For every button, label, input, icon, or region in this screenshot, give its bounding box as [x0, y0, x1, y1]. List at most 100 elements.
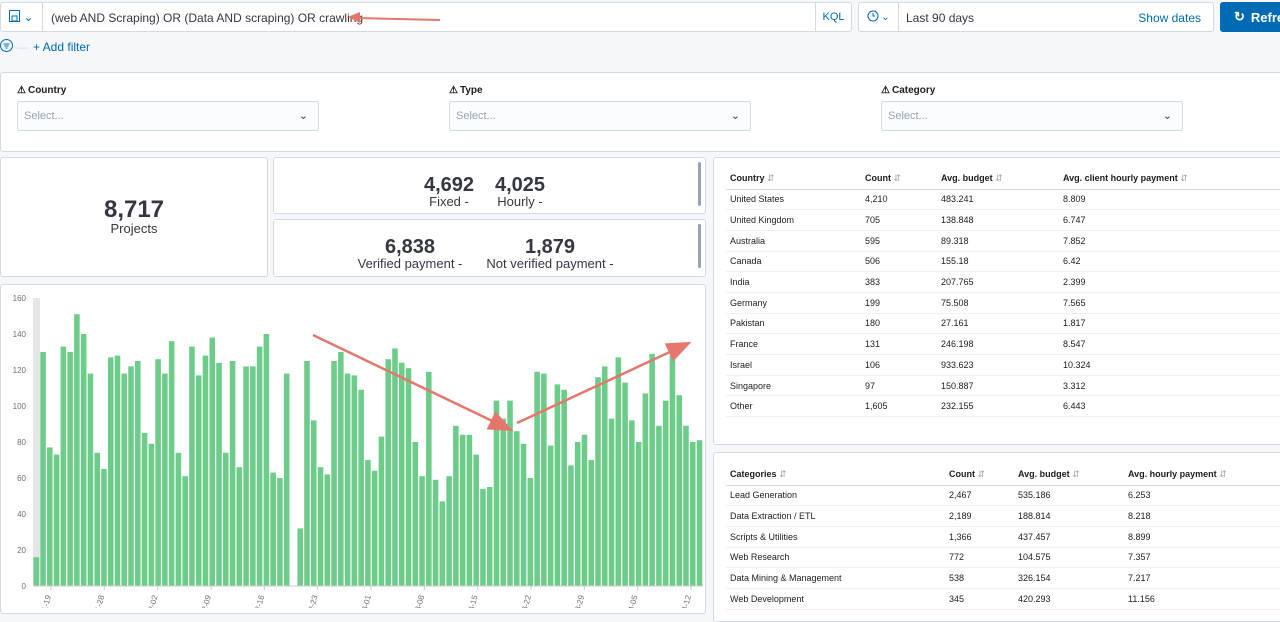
histogram-bar — [493, 400, 500, 586]
table-cell: 483.241 — [937, 189, 1059, 211]
table-row[interactable]: United States 4,210 483.241 8.809 — [726, 189, 1280, 211]
table-row[interactable]: Lead Generation 2,467 535.186 6.253 — [726, 485, 1280, 507]
time-picker[interactable]: ⌄ Last 90 days Show dates — [858, 2, 1214, 32]
show-dates-link[interactable]: Show dates — [1138, 11, 1201, 25]
histogram-bar — [80, 334, 87, 586]
refresh-button[interactable]: ↻ Refre — [1220, 2, 1280, 32]
histogram-bar — [74, 314, 80, 586]
column-header-count[interactable]: Count ⇵ — [945, 465, 1014, 486]
table-row[interactable]: Australia 595 89.318 7.852 — [726, 230, 1280, 252]
table-row[interactable]: United Kingdom 705 138.848 6.747 — [726, 209, 1280, 231]
histogram-bar — [40, 352, 46, 586]
histogram-bar — [168, 341, 175, 586]
column-header-count[interactable]: Count ⇵ — [861, 169, 937, 190]
histogram-bar — [520, 443, 527, 586]
histogram-bar — [642, 393, 649, 586]
histogram-bar — [615, 357, 622, 586]
filter-divider: — — [17, 40, 29, 54]
column-header-country[interactable]: Country ⇵ — [726, 169, 861, 190]
table-row[interactable]: Israel 106 933.623 10.324 — [726, 354, 1280, 376]
panel-scrollbar[interactable] — [698, 224, 701, 268]
histogram-bar — [473, 454, 479, 586]
histogram-bar — [162, 373, 168, 586]
histogram-bar — [243, 366, 249, 586]
table-row[interactable]: Other 1,605 232.155 6.443 — [726, 395, 1280, 418]
table-row[interactable]: Singapore 97 150.887 3.312 — [726, 375, 1280, 397]
table-cell: 10.324 — [1059, 354, 1280, 376]
column-header-avg-budget[interactable]: Avg. budget ⇵ — [1014, 465, 1124, 486]
column-header-avg-budget[interactable]: Avg. budget ⇵ — [937, 169, 1059, 190]
table-cell: 705 — [861, 209, 937, 231]
histogram-bar — [358, 389, 364, 586]
table-row[interactable]: Data Extraction / ETL 2,189 188.814 8.218 — [726, 505, 1280, 527]
projects-label: Projects — [110, 221, 158, 236]
filter-row: — + Add filter — [0, 38, 90, 56]
saved-query-menu[interactable]: ⌄ — [1, 3, 43, 31]
country-select[interactable]: Select... ⌄ — [17, 101, 319, 131]
table-cell: Canada — [726, 251, 861, 273]
time-range-label[interactable]: Last 90 days — [906, 11, 975, 25]
verified-metric: 6,838 Verified payment - — [354, 237, 466, 271]
y-tick-label: 20 — [17, 546, 26, 555]
search-query-input[interactable]: (web AND Scraping) OR (Data AND scraping… — [51, 11, 364, 25]
histogram-bar — [297, 528, 304, 586]
table-cell: 2,189 — [945, 505, 1014, 527]
quick-menu-button[interactable]: ⌄ — [859, 3, 899, 31]
kql-toggle-button[interactable]: KQL — [815, 3, 851, 31]
histogram-bar — [683, 425, 689, 586]
table-cell: 1,605 — [861, 395, 937, 418]
table-row[interactable]: Web Research 772 104.575 7.357 — [726, 547, 1280, 569]
category-select[interactable]: Select... ⌄ — [881, 101, 1183, 131]
table-cell: 4,210 — [861, 189, 937, 211]
column-header-categories[interactable]: Categories ⇵ — [726, 465, 945, 486]
hourly-label: Hourly - — [497, 194, 543, 209]
table-header-row: Country ⇵ Count ⇵ Avg. budget ⇵ Avg. cli… — [726, 169, 1280, 190]
table-cell: 246.198 — [937, 333, 1059, 355]
panel-scrollbar[interactable] — [698, 162, 701, 206]
refresh-icon: ↻ — [1234, 9, 1245, 24]
projects-histogram-panel: 0 20 40 60 80 100 120 140 160 1-19 1-28 2-02 2-09 2-1… — [0, 284, 706, 614]
histogram-bar — [439, 501, 446, 586]
histogram-bar — [182, 476, 188, 586]
chevron-down-icon: ⌄ — [881, 11, 890, 23]
projects-metric-panel: 8,717 Projects — [0, 157, 268, 277]
histogram-bar — [317, 467, 324, 586]
histogram-bar — [696, 440, 703, 586]
table-cell: 7.852 — [1059, 230, 1280, 252]
table-row[interactable]: Data Mining & Management 538 326.154 7.217 — [726, 567, 1280, 589]
table-cell: 232.155 — [937, 395, 1059, 418]
type-metric-panel: 4,692 Fixed - 4,025 Hourly - — [273, 157, 706, 214]
add-filter-button[interactable]: + Add filter — [33, 40, 91, 54]
table-cell: 7.565 — [1059, 292, 1280, 314]
table-row[interactable]: France 131 246.198 8.547 — [726, 333, 1280, 355]
histogram-bar — [371, 470, 378, 586]
histogram-bar — [229, 361, 236, 586]
table-cell: 138.848 — [937, 209, 1059, 231]
table-cell: Israel — [726, 354, 861, 376]
table-row[interactable]: Scripts & Utilities 1,366 437.457 8.899 — [726, 526, 1280, 548]
histogram-bar — [629, 420, 635, 586]
annotation-arrow-icon — [312, 333, 514, 432]
column-header-avg-hourly[interactable]: Avg. hourly payment ⇵ — [1124, 465, 1280, 486]
histogram-bar — [378, 436, 385, 586]
query-bar[interactable]: ⌄ (web AND Scraping) OR (Data AND scrapi… — [0, 2, 852, 32]
histogram-bar — [453, 425, 459, 586]
histogram-bar — [405, 368, 412, 586]
table-cell: 6.253 — [1124, 485, 1280, 507]
column-header-avg-client-hourly[interactable]: Avg. client hourly payment ⇵ — [1059, 169, 1280, 190]
table-row[interactable]: Pakistan 180 27.161 1.817 — [726, 313, 1280, 335]
table-cell: 383 — [861, 271, 937, 293]
table-row[interactable]: Canada 506 155.18 6.42 — [726, 251, 1280, 273]
histogram-bar — [209, 337, 216, 586]
table-row[interactable]: India 383 207.765 2.399 — [726, 271, 1280, 293]
x-tick-label: 3-01 — [360, 594, 373, 608]
table-row[interactable]: Germany 199 75.508 7.565 — [726, 292, 1280, 314]
histogram-bar — [392, 348, 398, 586]
category-table-panel: Categories ⇵ Count ⇵ Avg. budget ⇵ Avg. … — [713, 452, 1280, 622]
category-table: Categories ⇵ Count ⇵ Avg. budget ⇵ Avg. … — [726, 465, 1280, 610]
table-cell: 7.217 — [1124, 567, 1280, 589]
type-select[interactable]: Select... ⌄ — [449, 101, 751, 131]
table-row[interactable]: Web Development 345 420.293 11.156 — [726, 588, 1280, 610]
table-cell: 345 — [945, 588, 1014, 610]
filter-icon[interactable] — [0, 39, 13, 55]
